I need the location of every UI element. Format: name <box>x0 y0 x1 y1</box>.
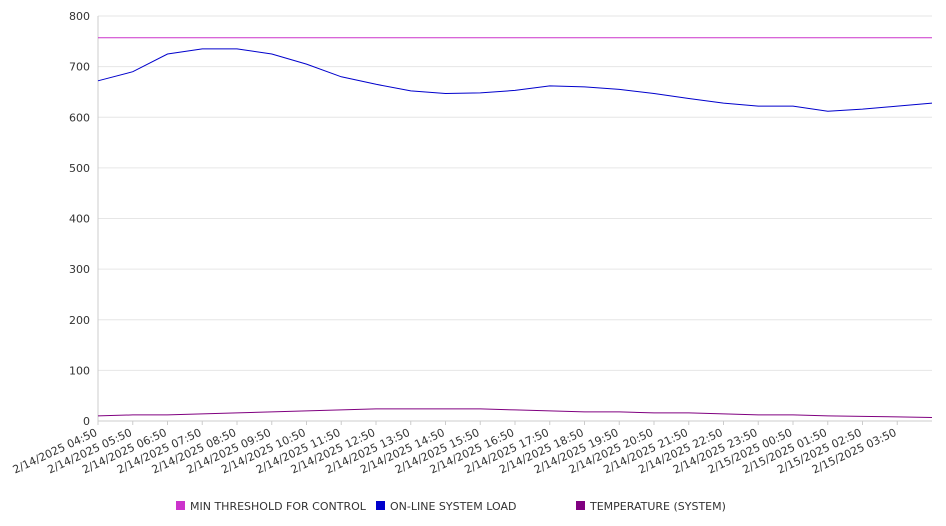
y-tick-label: 0 <box>83 415 90 428</box>
legend-item-1: MIN THRESHOLD FOR CONTROL <box>176 500 367 513</box>
y-tick-label: 100 <box>69 364 90 377</box>
y-tick-label: 800 <box>69 10 90 23</box>
x-axis-tick-labels: 2/14/2025 04:502/14/2025 05:502/14/2025 … <box>11 426 899 476</box>
legend-swatch <box>576 501 585 510</box>
legend-swatch <box>376 501 385 510</box>
legend-label: ON-LINE SYSTEM LOAD <box>390 500 516 513</box>
gridlines <box>98 15 932 422</box>
y-axis-tick-labels: 0 100 200 300 400 500 600 700 800 <box>69 10 90 428</box>
legend-item-3: TEMPERATURE (SYSTEM) <box>576 500 726 513</box>
legend-label: TEMPERATURE (SYSTEM) <box>589 500 726 513</box>
y-tick-label: 300 <box>69 263 90 276</box>
y-tick-label: 400 <box>69 213 90 226</box>
y-tick-label: 500 <box>69 162 90 175</box>
legend-label: MIN THRESHOLD FOR CONTROL <box>190 500 367 513</box>
series-line-3 <box>97 408 933 418</box>
y-tick-label: 200 <box>69 314 90 327</box>
legend-item-2: ON-LINE SYSTEM LOAD <box>376 500 516 513</box>
axes <box>97 16 932 425</box>
series-lines <box>97 37 933 418</box>
legend-swatch <box>176 501 185 510</box>
legend: MIN THRESHOLD FOR CONTROL ON-LINE SYSTEM … <box>176 500 726 513</box>
y-tick-label: 700 <box>69 61 90 74</box>
series-line-2 <box>97 48 933 112</box>
y-tick-label: 600 <box>69 111 90 124</box>
